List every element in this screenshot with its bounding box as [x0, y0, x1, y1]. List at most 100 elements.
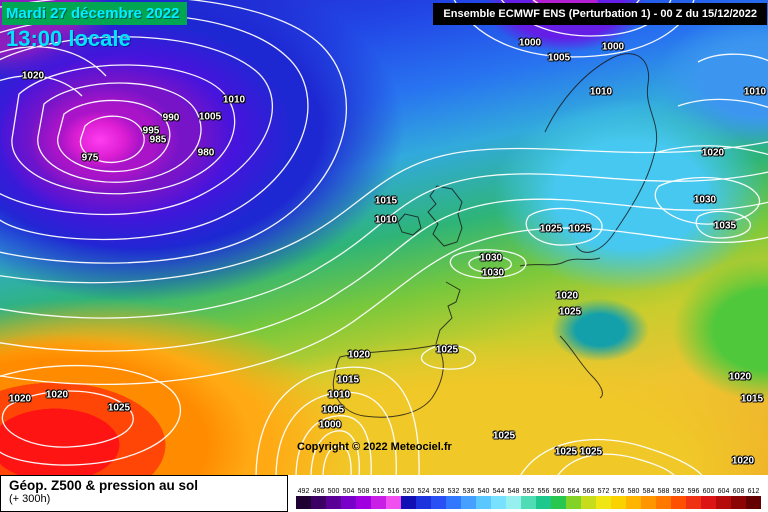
isobar-label: 975	[81, 152, 99, 164]
isobar-path	[468, 255, 512, 273]
isobar-label: 1020	[8, 393, 32, 405]
coastline-path	[397, 213, 422, 236]
isobar-label: 1025	[554, 446, 578, 458]
legend-cell: 508	[356, 487, 371, 509]
isobar-label: 1015	[374, 195, 398, 207]
legend-color-swatch	[296, 496, 311, 509]
contour-overlay-svg	[0, 0, 768, 475]
legend-color-swatch	[701, 496, 716, 509]
legend-color-swatch	[521, 496, 536, 509]
legend-value: 584	[642, 488, 655, 495]
legend-color-swatch	[476, 496, 491, 509]
legend-color-swatch	[731, 496, 746, 509]
legend-cell: 544	[491, 487, 506, 509]
legend-color-swatch	[491, 496, 506, 509]
legend-color-swatch	[311, 496, 326, 509]
legend-value: 580	[627, 488, 640, 495]
legend-value: 552	[522, 488, 535, 495]
legend-value: 556	[537, 488, 550, 495]
isobar-path	[0, 141, 768, 284]
legend-value: 560	[552, 488, 565, 495]
legend-cell: 512	[371, 487, 386, 509]
legend-value: 504	[342, 488, 355, 495]
legend-value: 524	[417, 488, 430, 495]
isobar-path	[0, 0, 347, 264]
legend-cell: 576	[611, 487, 626, 509]
isobar-label: 1010	[743, 86, 767, 98]
legend-color-swatch	[581, 496, 596, 509]
isobar-label: 1005	[547, 52, 571, 64]
legend-cell: 504	[341, 487, 356, 509]
date-box: Mardi 27 décembre 2022	[2, 2, 188, 25]
legend-value: 608	[732, 488, 745, 495]
isobar-label: 1025	[539, 223, 563, 235]
legend-value: 528	[432, 488, 445, 495]
legend-cell: 492	[296, 487, 311, 509]
legend-value: 564	[567, 488, 580, 495]
legend-cell: 556	[536, 487, 551, 509]
legend-value: 532	[447, 488, 460, 495]
legend-value: 492	[297, 488, 310, 495]
legend-cell: 524	[416, 487, 431, 509]
legend-cell: 548	[506, 487, 521, 509]
isobar-path	[0, 171, 768, 319]
legend-cell: 500	[326, 487, 341, 509]
legend-color-swatch	[401, 496, 416, 509]
legend-cell: 564	[566, 487, 581, 509]
isobar-path	[275, 391, 397, 475]
legend-value: 576	[612, 488, 625, 495]
isobar-label: 985	[149, 134, 167, 146]
legend-value: 548	[507, 488, 520, 495]
isobar-label: 1015	[740, 393, 764, 405]
coastline-path	[559, 335, 603, 399]
isobar-path	[654, 176, 761, 225]
legend-value: 568	[582, 488, 595, 495]
isobar-path	[525, 207, 603, 246]
isobar-path	[0, 36, 273, 216]
isobar-path	[310, 430, 360, 475]
legend-cell: 588	[656, 487, 671, 509]
legend-value: 508	[357, 488, 370, 495]
legend-color-swatch	[551, 496, 566, 509]
isobar-path	[420, 344, 476, 370]
legend-cell: 584	[641, 487, 656, 509]
legend-color-swatch	[716, 496, 731, 509]
legend-color-swatch	[431, 496, 446, 509]
legend-cell: 536	[461, 487, 476, 509]
isobar-label: 1020	[701, 147, 725, 159]
legend-cell: 520	[401, 487, 416, 509]
isobar-label: 1025	[558, 306, 582, 318]
isobar-label: 1020	[21, 70, 45, 82]
date-text: Mardi 27 décembre 2022	[6, 5, 180, 22]
parameter-box: Géop. Z500 & pression au sol (+ 300h)	[0, 475, 288, 512]
isobar-path	[695, 210, 751, 239]
isobar-label: 980	[197, 147, 215, 159]
isobar-label: 1000	[601, 41, 625, 53]
isobar-label: 1015	[336, 374, 360, 386]
isobar-label: 1025	[492, 430, 516, 442]
isobar-path	[79, 115, 145, 164]
time-text: 13:00 locale	[6, 26, 131, 51]
color-scale-legend: 492 496 500 504 508 512 516 520 524 528 532 536 540 5…	[296, 487, 761, 509]
legend-color-swatch	[656, 496, 671, 509]
isobar-label: 1030	[479, 252, 503, 264]
isobar-label: 1020	[731, 455, 755, 467]
isobar-path	[0, 364, 182, 466]
coastline-path	[427, 185, 463, 247]
isobar-label: 990	[162, 112, 180, 124]
legend-color-swatch	[596, 496, 611, 509]
coastline-path	[519, 257, 601, 267]
isobar-path	[322, 445, 352, 475]
legend-cell: 552	[521, 487, 536, 509]
isobar-label: 1025	[579, 446, 603, 458]
legend-cell: 528	[431, 487, 446, 509]
legend-color-swatch	[356, 496, 371, 509]
isobar-label: 1000	[318, 419, 342, 431]
legend-cell: 540	[476, 487, 491, 509]
isobar-path	[0, 198, 768, 352]
isobar-label: 1020	[555, 290, 579, 302]
legend-value: 540	[477, 488, 490, 495]
legend-cell: 568	[581, 487, 596, 509]
legend-value: 588	[657, 488, 670, 495]
legend-color-swatch	[326, 496, 341, 509]
